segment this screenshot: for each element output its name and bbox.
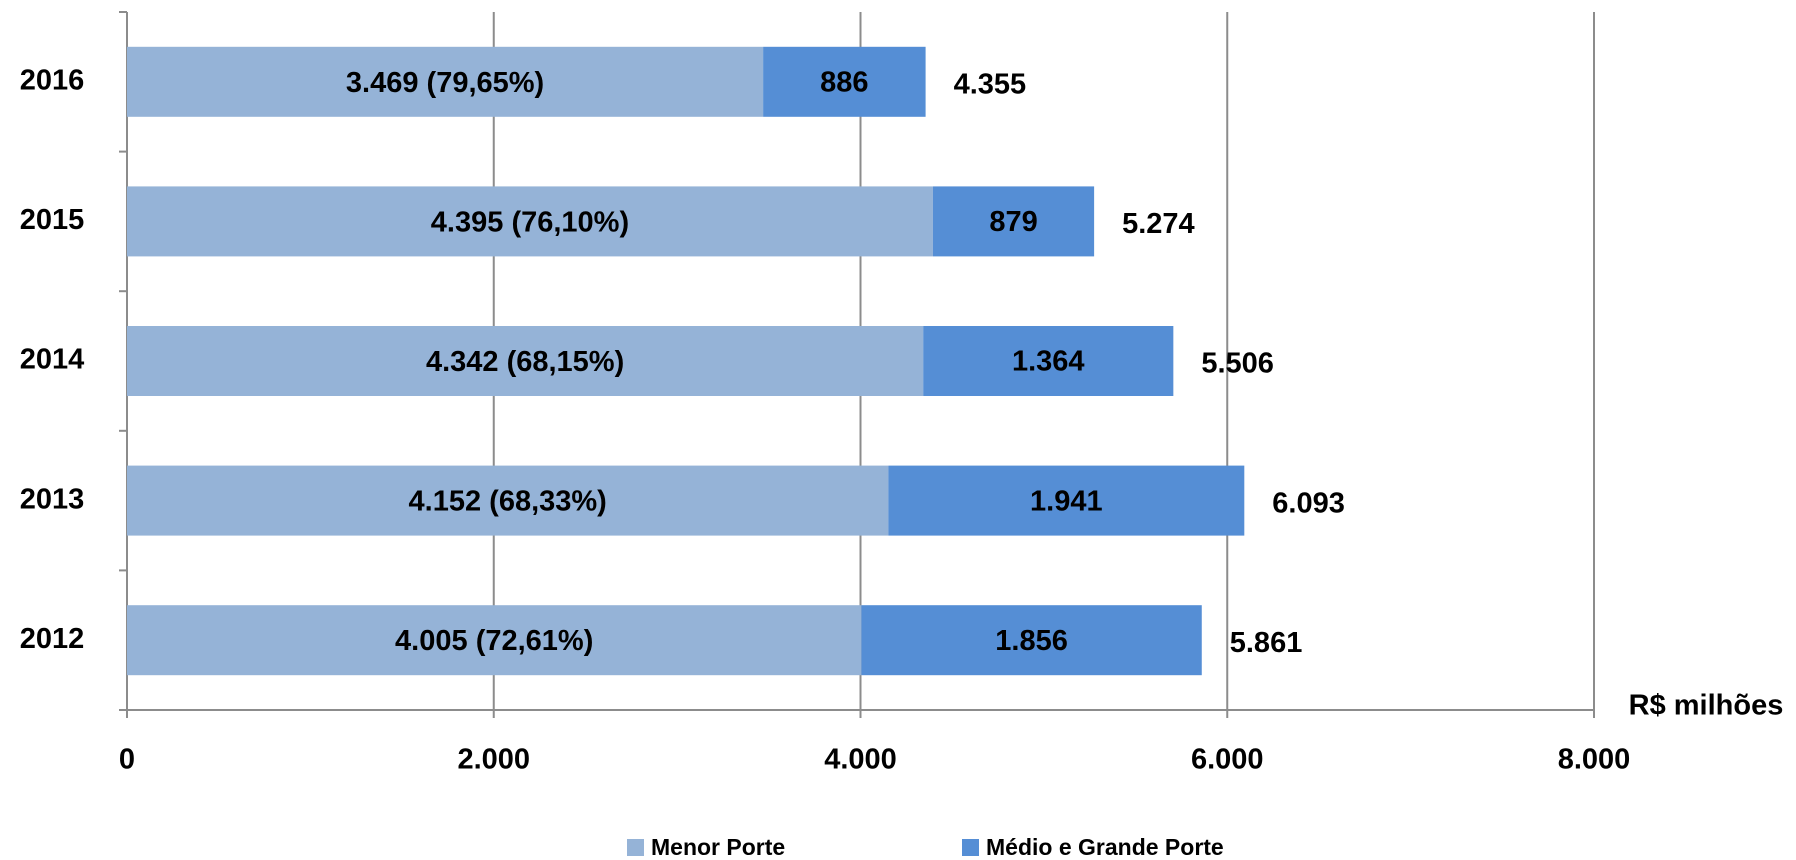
total-label: 5.861: [1230, 627, 1303, 659]
legend: Menor Porte Médio e Grande Porte: [627, 834, 1224, 860]
share-label: (79,65%): [427, 66, 545, 98]
data-label: 3.469 (79,65%): [346, 66, 544, 98]
data-label: 1.364: [1012, 346, 1085, 378]
y-tick-label: 2015: [20, 204, 85, 236]
bar-segment: [888, 465, 1245, 536]
x-axis-label: R$ milhões: [1629, 690, 1784, 722]
data-label: 4.005 (72,61%): [395, 625, 593, 657]
data-label: 1.941: [1030, 485, 1103, 517]
share-label: (76,10%): [511, 206, 629, 238]
data-label: 4.342 (68,15%): [426, 346, 624, 378]
y-tick-label: 2014: [20, 344, 85, 376]
x-tick-label: 2.000: [457, 744, 530, 776]
y-tick-label: 2016: [20, 64, 85, 96]
value-label: 4.005: [395, 625, 468, 657]
data-label: 879: [989, 206, 1037, 238]
legend-label: Médio e Grande Porte: [986, 834, 1224, 860]
y-tick-label: 2013: [20, 483, 85, 515]
bar-segment: [923, 326, 1174, 396]
data-label: 1.856: [995, 625, 1068, 657]
x-tick-label: 8.000: [1558, 744, 1631, 776]
bar-segment: [127, 465, 889, 536]
legend-swatch: [962, 839, 979, 856]
share-label: (72,61%): [476, 625, 594, 657]
bar-segment: [127, 46, 764, 117]
data-label: 4.395 (76,10%): [431, 206, 629, 238]
value-label: 3.469: [346, 66, 419, 98]
x-tick-label: 4.000: [824, 744, 897, 776]
x-tick-label: 0: [119, 744, 135, 776]
value-label: 4.342: [426, 346, 499, 378]
bar-segment: [932, 186, 1095, 257]
value-label: 4.152: [409, 485, 482, 517]
total-label: 4.355: [954, 68, 1027, 100]
bar-segment: [127, 605, 862, 676]
total-label: 5.506: [1201, 348, 1274, 380]
bar-segment: [763, 46, 926, 117]
data-label: 4.152 (68,33%): [409, 485, 607, 517]
share-label: (68,15%): [507, 346, 625, 378]
bar-segment: [127, 186, 933, 257]
data-label: 886: [820, 66, 868, 98]
x-tick-label: 6.000: [1191, 744, 1264, 776]
value-label: 4.395: [431, 206, 504, 238]
bar-segment: [861, 605, 1202, 676]
y-tick-label: 2012: [20, 623, 85, 655]
legend-label: Menor Porte: [651, 834, 785, 860]
share-label: (68,33%): [489, 485, 607, 517]
bar-segment: [127, 326, 924, 396]
total-label: 5.274: [1122, 208, 1195, 240]
legend-swatch: [627, 839, 644, 856]
total-label: 6.093: [1272, 487, 1345, 519]
